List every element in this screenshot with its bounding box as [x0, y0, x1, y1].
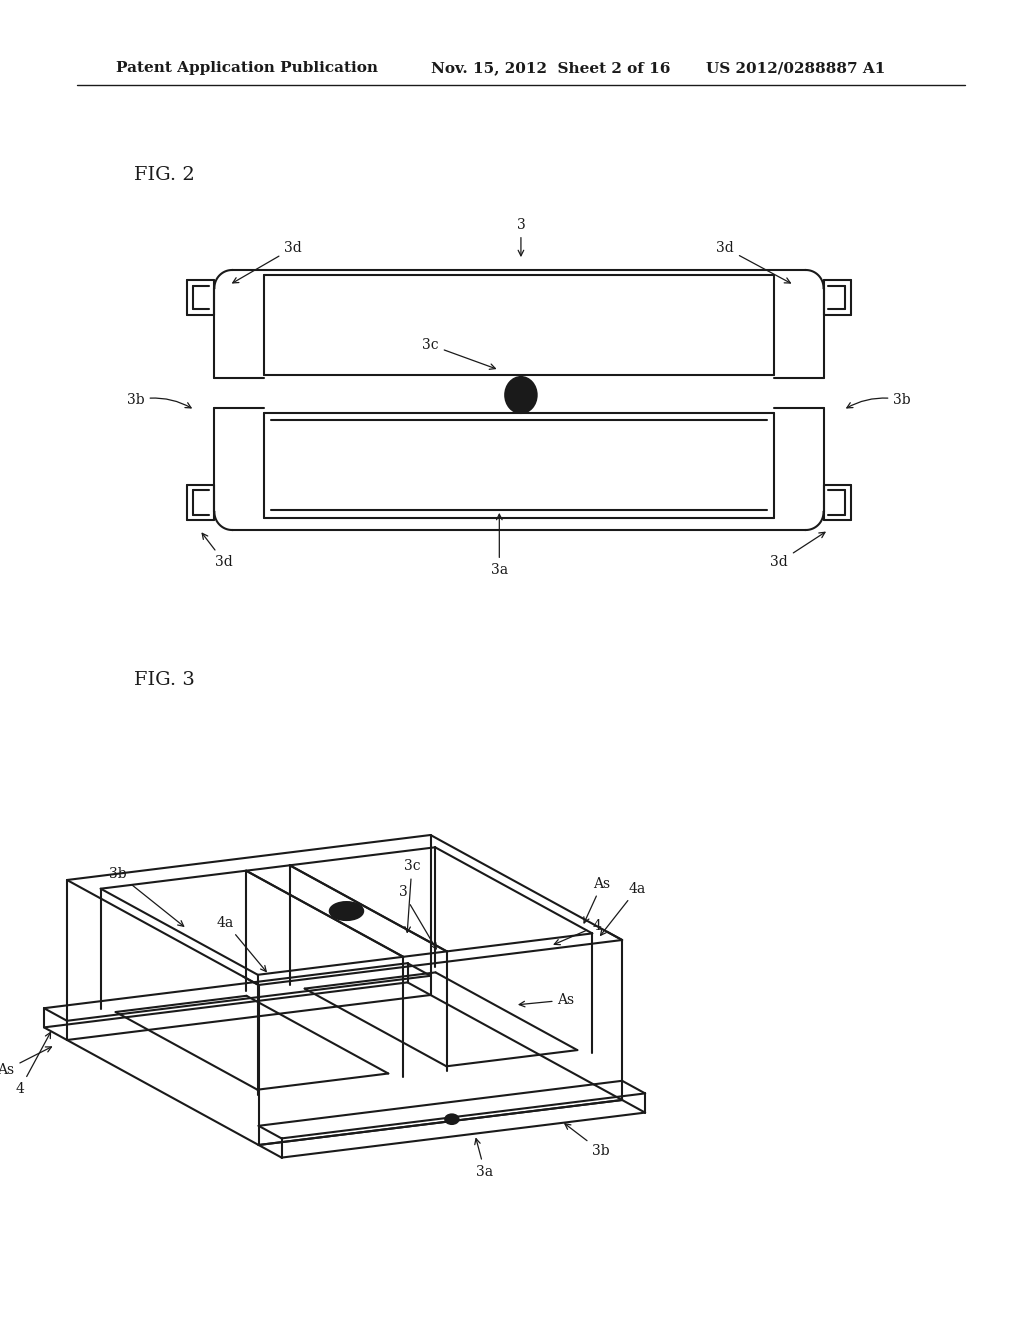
- Text: As: As: [584, 876, 610, 923]
- Text: 3: 3: [516, 218, 525, 256]
- Text: 3d: 3d: [770, 532, 825, 569]
- Text: FIG. 2: FIG. 2: [134, 166, 195, 183]
- Text: 3d: 3d: [232, 242, 302, 282]
- Text: Nov. 15, 2012  Sheet 2 of 16: Nov. 15, 2012 Sheet 2 of 16: [430, 61, 670, 75]
- Ellipse shape: [336, 906, 357, 917]
- Text: 3b: 3b: [110, 867, 183, 927]
- Text: As: As: [519, 993, 574, 1007]
- Text: 3: 3: [398, 886, 436, 949]
- Text: FIG. 3: FIG. 3: [134, 671, 195, 689]
- Text: 3c: 3c: [422, 338, 496, 370]
- Text: Patent Application Publication: Patent Application Publication: [116, 61, 378, 75]
- Text: 4a: 4a: [600, 882, 646, 936]
- Text: 3b: 3b: [565, 1123, 609, 1158]
- Text: 4: 4: [15, 1032, 50, 1096]
- Text: 3b: 3b: [847, 393, 911, 408]
- Text: 3a: 3a: [490, 515, 508, 577]
- Ellipse shape: [330, 902, 364, 920]
- Text: 4: 4: [554, 919, 601, 945]
- Ellipse shape: [445, 1114, 459, 1125]
- Text: 3d: 3d: [717, 242, 791, 282]
- Text: 3d: 3d: [202, 533, 233, 569]
- Text: 4a: 4a: [217, 916, 266, 972]
- Text: 3a: 3a: [475, 1139, 494, 1179]
- Text: As: As: [0, 1047, 51, 1077]
- Text: 3c: 3c: [403, 859, 420, 932]
- Ellipse shape: [511, 383, 530, 407]
- Ellipse shape: [505, 378, 537, 413]
- Text: US 2012/0288887 A1: US 2012/0288887 A1: [706, 61, 885, 75]
- Text: 3b: 3b: [127, 393, 191, 408]
